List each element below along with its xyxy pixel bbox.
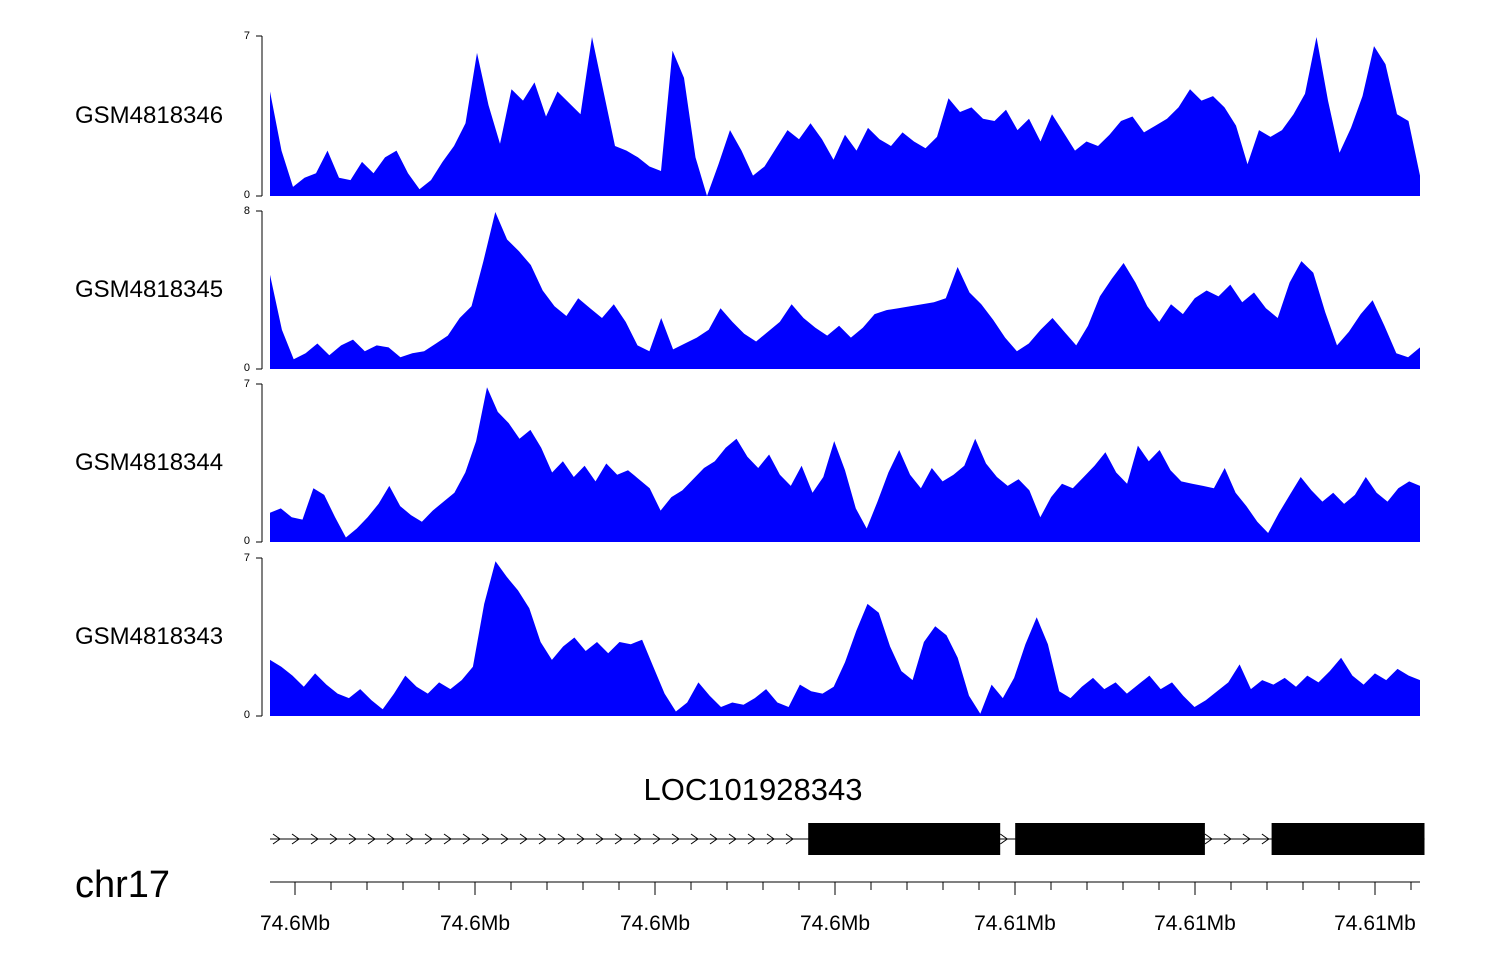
coverage-area — [270, 212, 1420, 369]
axis-tick-label: 74.61Mb — [1154, 912, 1236, 935]
axis-tick-label: 74.6Mb — [620, 912, 690, 935]
strand-arrow-icon — [329, 833, 338, 845]
track-label: GSM4818344 — [75, 449, 224, 476]
strand-arrow-icon — [405, 833, 414, 845]
y-axis-max-label: 8 — [243, 205, 250, 217]
coverage-area — [270, 37, 1420, 196]
coverage-chart — [256, 35, 1420, 197]
axis-tick-label: 74.61Mb — [974, 912, 1056, 935]
coverage-track-row-4: GSM4818343 7 0 — [0, 553, 1500, 721]
coverage-track-row-2: GSM4818345 8 0 — [0, 206, 1500, 374]
strand-arrow-icon — [557, 833, 566, 845]
strand-arrow-icon — [728, 833, 737, 845]
axis-tick-label: 74.6Mb — [260, 912, 330, 935]
strand-arrow-icon — [1261, 833, 1270, 845]
y-axis-max-label: 7 — [243, 378, 250, 390]
strand-arrow-icon — [443, 833, 452, 845]
strand-arrow-icon — [633, 833, 642, 845]
strand-arrow-icon — [766, 833, 775, 845]
strand-arrow-icon — [614, 833, 623, 845]
strand-arrow-icon — [500, 833, 509, 845]
strand-arrow-icon — [348, 833, 357, 845]
exon-box — [1271, 823, 1425, 855]
coverage-chart — [256, 210, 1420, 370]
strand-arrow-icon — [1223, 833, 1232, 845]
chromosome-label: chr17 — [75, 864, 171, 906]
track-label: GSM4818346 — [75, 102, 224, 129]
strand-arrow-icon — [1242, 833, 1251, 845]
strand-arrow-icon — [291, 833, 300, 845]
axis-tick-label: 74.6Mb — [440, 912, 510, 935]
strand-arrow-icon — [595, 833, 604, 845]
exon-box — [1015, 823, 1205, 855]
genome-axis: 74.6Mb 74.6Mb 74.6Mb 74.6Mb 74.61Mb 74.61Mb 74… — [260, 881, 1420, 935]
y-axis-min-label: 0 — [243, 709, 250, 721]
gene-model-track — [270, 823, 1425, 855]
strand-arrow-icon — [785, 833, 794, 845]
coverage-track-row-3: GSM4818344 7 0 — [0, 379, 1500, 547]
coverage-track-row-1: GSM4818346 7 0 — [0, 31, 1500, 201]
strand-arrow-icon — [367, 833, 376, 845]
strand-arrow-icon — [652, 833, 661, 845]
exon-box — [808, 823, 1001, 855]
y-axis-max-label: 7 — [243, 30, 250, 42]
strand-arrow-icon — [462, 833, 471, 845]
strand-arrow-icon — [1204, 833, 1213, 845]
strand-arrow-icon — [709, 833, 718, 845]
axis-tick-label: 74.6Mb — [800, 912, 870, 935]
strand-arrow-icon — [519, 833, 528, 845]
track-label: GSM4818345 — [75, 276, 224, 303]
coverage-chart — [256, 557, 1420, 717]
strand-arrow-icon — [1000, 833, 1009, 845]
strand-arrow-icon — [310, 833, 319, 845]
coverage-area — [270, 387, 1420, 542]
strand-arrow-icon — [272, 833, 281, 845]
strand-arrow-icon — [747, 833, 756, 845]
strand-arrow-icon — [690, 833, 699, 845]
coverage-chart — [256, 383, 1420, 543]
strand-arrow-icon — [386, 833, 395, 845]
y-axis-min-label: 0 — [243, 362, 250, 374]
strand-arrow-icon — [671, 833, 680, 845]
coverage-area — [270, 561, 1420, 716]
y-axis-max-label: 7 — [243, 552, 250, 564]
track-label: GSM4818343 — [75, 623, 224, 650]
y-axis-min-label: 0 — [243, 189, 250, 201]
y-axis-min-label: 0 — [243, 535, 250, 547]
gene-title: LOC101928343 — [643, 772, 863, 807]
strand-arrow-icon — [576, 833, 585, 845]
strand-arrow-icon — [538, 833, 547, 845]
axis-tick-label: 74.61Mb — [1334, 912, 1416, 935]
strand-arrow-icon — [424, 833, 433, 845]
strand-arrow-icon — [481, 833, 490, 845]
